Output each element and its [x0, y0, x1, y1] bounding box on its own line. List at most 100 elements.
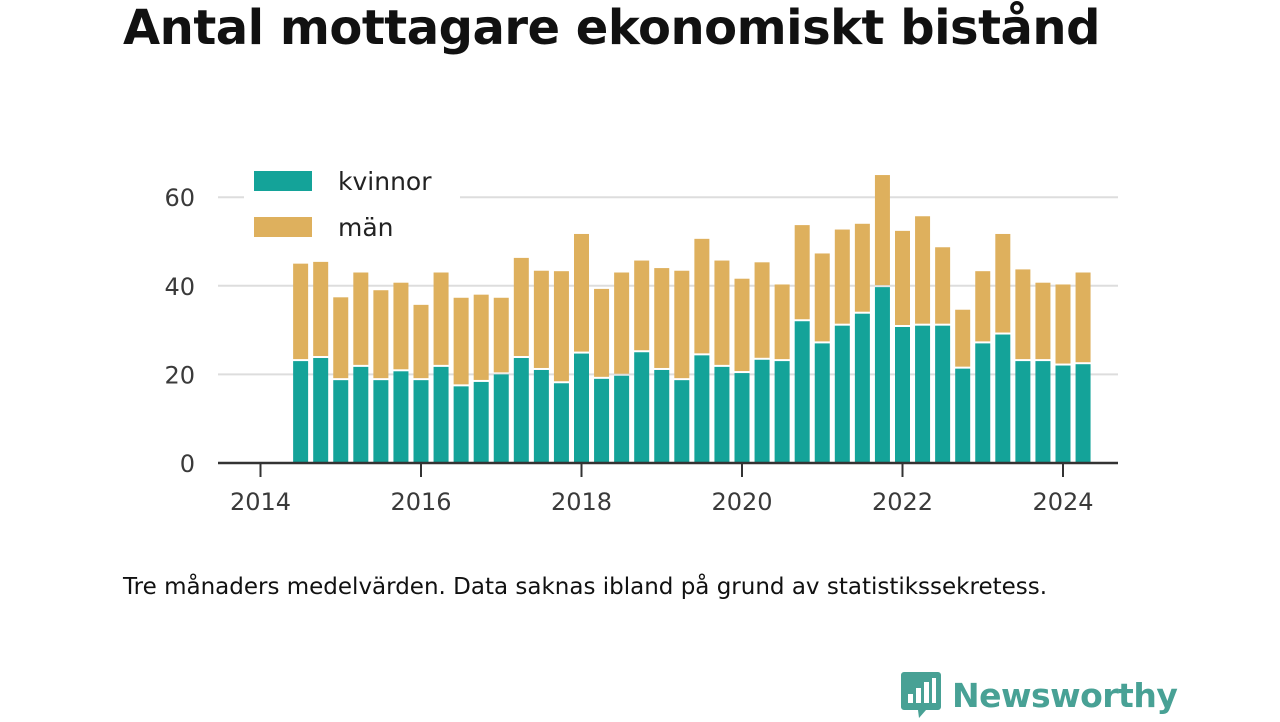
bar-kvinnor — [714, 366, 730, 463]
bar-kvinnor — [293, 361, 309, 463]
brand-logo: Newsworthy — [900, 668, 1178, 722]
bar-kvinnor — [634, 352, 650, 463]
bar-kvinnor — [333, 380, 349, 463]
bar-man — [674, 270, 690, 379]
bar-man — [594, 288, 610, 377]
bar-man — [874, 175, 890, 286]
bar-man — [493, 297, 509, 373]
bar-kvinnor — [533, 369, 549, 463]
bar-man — [734, 278, 750, 372]
stacked-bar-chart: 0 20 40 60 2014 2016 2018 2020 2022 2024 kvinnor… — [164, 160, 1118, 516]
bar-man — [373, 290, 389, 379]
bar-kvinnor — [674, 380, 690, 463]
bar-kvinnor — [413, 380, 429, 463]
bar-kvinnor — [373, 380, 389, 463]
bar-kvinnor — [794, 321, 810, 463]
bar-kvinnor — [1015, 361, 1031, 463]
bar-kvinnor — [473, 381, 489, 463]
bar-man — [413, 304, 429, 379]
bar-kvinnor — [433, 366, 449, 463]
bar-man — [975, 271, 991, 342]
bar-kvinnor — [393, 371, 409, 463]
bar-man — [654, 268, 670, 368]
bar-man — [1015, 269, 1031, 360]
x-tick-label: 2024 — [1032, 488, 1093, 516]
legend-label-kvinnor: kvinnor — [338, 167, 432, 196]
bar-man — [814, 253, 830, 342]
bar-man — [553, 271, 569, 382]
legend: kvinnor män — [244, 160, 460, 250]
bar-kvinnor — [353, 366, 369, 463]
bar-kvinnor — [995, 334, 1011, 463]
bar-kvinnor — [975, 343, 991, 463]
bar-man — [895, 230, 910, 325]
y-tick-label: 60 — [164, 184, 195, 212]
x-tick-label: 2022 — [872, 488, 933, 516]
bar-man — [473, 294, 489, 380]
bar-kvinnor — [895, 326, 910, 463]
bar-man — [955, 309, 971, 367]
bar-kvinnor — [935, 325, 951, 463]
brand-name: Newsworthy — [952, 675, 1178, 715]
bar-kvinnor — [654, 369, 670, 463]
y-tick-label: 0 — [180, 450, 195, 478]
bars — [293, 175, 1091, 463]
bar-kvinnor — [574, 353, 589, 463]
bar-kvinnor — [734, 373, 750, 463]
bar-kvinnor — [553, 383, 569, 463]
bar-man — [754, 262, 770, 358]
bar-man — [614, 272, 630, 374]
bar-man — [453, 297, 469, 385]
bar-man — [393, 282, 409, 370]
bar-man — [995, 233, 1011, 333]
x-tick-label: 2020 — [711, 488, 772, 516]
bar-kvinnor — [915, 325, 931, 463]
bar-man — [353, 272, 369, 365]
legend-swatch-kvinnor — [254, 171, 312, 191]
y-tick-label: 20 — [164, 361, 195, 389]
bar-man — [433, 272, 449, 365]
bar-man — [1075, 272, 1091, 363]
bar-man — [854, 223, 870, 312]
y-tick-label: 40 — [164, 273, 195, 301]
x-axis-ticks: 2014 2016 2018 2020 2022 2024 — [230, 463, 1094, 516]
bar-man — [513, 257, 529, 357]
bar-kvinnor — [1035, 361, 1051, 463]
bar-kvinnor — [614, 375, 630, 463]
bar-man — [1035, 282, 1051, 360]
bar-kvinnor — [814, 343, 830, 463]
x-tick-label: 2016 — [390, 488, 451, 516]
bar-kvinnor — [854, 313, 870, 463]
bar-man — [634, 260, 650, 351]
bar-man — [794, 225, 810, 320]
bar-man — [714, 260, 730, 365]
chart-footnote: Tre månaders medelvärden. Data saknas ib… — [123, 574, 1048, 600]
x-tick-label: 2018 — [551, 488, 612, 516]
bar-kvinnor — [834, 325, 850, 463]
bar-kvinnor — [1075, 364, 1091, 463]
bar-man — [915, 216, 931, 324]
legend-label-man: män — [338, 213, 394, 242]
bar-kvinnor — [754, 359, 770, 463]
bar-man — [935, 247, 951, 324]
bar-kvinnor — [493, 374, 509, 463]
bar-man — [533, 270, 549, 368]
newsworthy-logo-icon — [901, 672, 941, 718]
bar-kvinnor — [1055, 365, 1071, 463]
bar-kvinnor — [313, 358, 329, 463]
bar-kvinnor — [694, 355, 710, 463]
legend-swatch-man — [254, 217, 312, 237]
bar-kvinnor — [594, 378, 610, 463]
bar-kvinnor — [874, 287, 890, 463]
x-tick-label: 2014 — [230, 488, 291, 516]
bar-kvinnor — [774, 361, 790, 463]
bar-man — [313, 261, 329, 357]
y-axis-ticks: 0 20 40 60 — [164, 184, 195, 478]
bar-kvinnor — [513, 358, 529, 463]
bar-man — [694, 238, 710, 354]
bar-man — [834, 229, 850, 324]
bar-man — [774, 284, 790, 360]
bar-man — [1055, 284, 1071, 364]
bar-man — [333, 297, 349, 379]
bar-man — [293, 263, 309, 360]
